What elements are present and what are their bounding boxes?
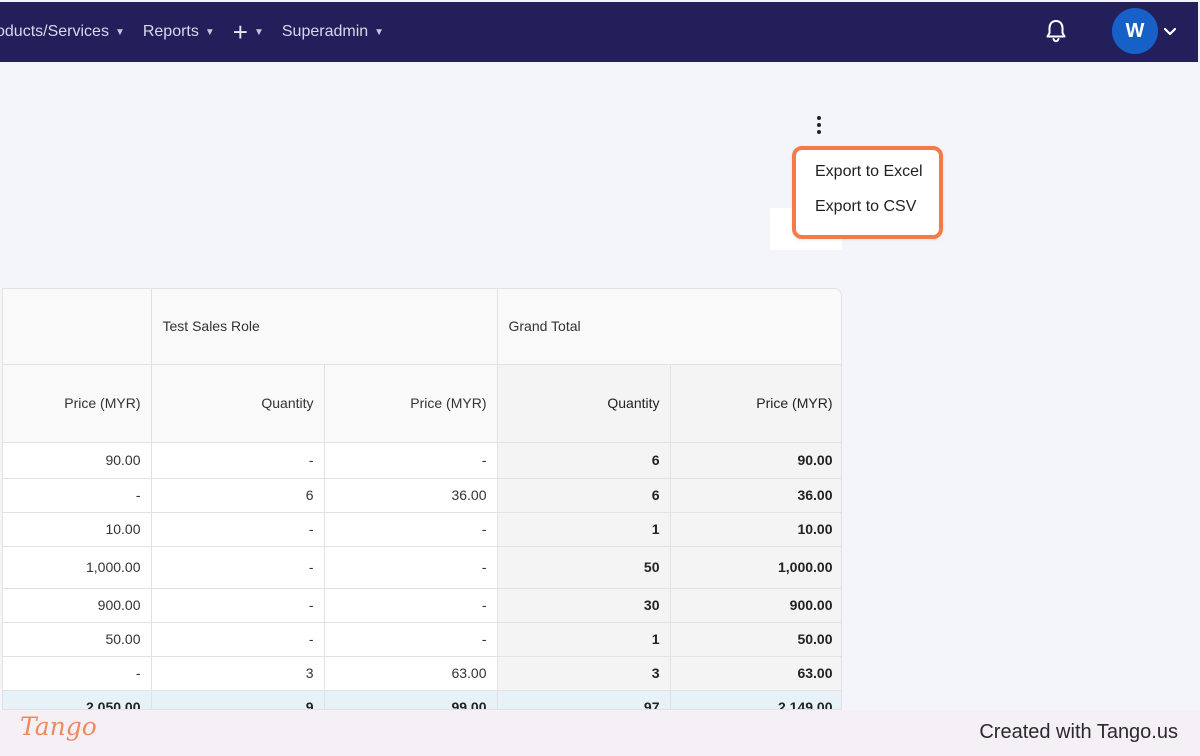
table-cell: - bbox=[324, 622, 498, 657]
table-cell: 900.00 bbox=[670, 588, 841, 623]
export-to-csv-item[interactable]: Export to CSV bbox=[815, 198, 917, 215]
table-cell: 90.00 bbox=[670, 442, 841, 479]
nav-superadmin-label: Superadmin bbox=[281, 23, 369, 40]
total-cell: 99.00 bbox=[324, 690, 498, 709]
table-row: - 6 36.00 6 36.00 bbox=[3, 478, 841, 513]
table-row: 900.00 - - 30 900.00 bbox=[3, 588, 841, 623]
table-cell: 10.00 bbox=[3, 512, 152, 547]
total-cell: 97 bbox=[497, 690, 671, 709]
total-cell: 9 bbox=[151, 690, 325, 709]
table-cell: 900.00 bbox=[3, 588, 152, 623]
col-header-price: Price (MYR) bbox=[324, 364, 498, 443]
group-header-left bbox=[3, 289, 152, 365]
table-cell: 1,000.00 bbox=[3, 546, 152, 589]
nav-reports[interactable]: Reports ▼ bbox=[143, 23, 215, 41]
avatar-initial: W bbox=[1125, 19, 1145, 42]
table-cell: 6 bbox=[497, 442, 671, 479]
nav-products-services-label: oducts/Services bbox=[0, 23, 109, 40]
report-table: Test Sales Role Grand Total Price (MYR) … bbox=[2, 288, 842, 710]
table-row: 10.00 - - 1 10.00 bbox=[3, 512, 841, 547]
tango-logo: Tango bbox=[20, 712, 97, 741]
top-navbar: oducts/Services ▼ Reports ▼ + ▼ Superadm… bbox=[0, 2, 1198, 62]
table-cell: 6 bbox=[497, 478, 671, 513]
caret-down-icon: ▼ bbox=[253, 26, 264, 38]
table-cell: - bbox=[3, 478, 152, 513]
total-cell: 2,050.00 bbox=[3, 690, 152, 709]
user-avatar[interactable]: W bbox=[1112, 8, 1158, 54]
table-cell: - bbox=[151, 622, 325, 657]
table-cell: - bbox=[151, 512, 325, 547]
caret-down-icon: ▼ bbox=[114, 26, 125, 38]
table-cell: 63.00 bbox=[324, 656, 498, 691]
nav-add-new[interactable]: + ▼ bbox=[233, 19, 264, 45]
more-options-icon[interactable] bbox=[810, 114, 828, 136]
table-cell: 90.00 bbox=[3, 442, 152, 479]
table-cell: 50 bbox=[497, 546, 671, 589]
table-cell: 30 bbox=[497, 588, 671, 623]
table-cell: 36.00 bbox=[670, 478, 841, 513]
caret-down-icon: ▼ bbox=[204, 26, 215, 38]
chevron-down-icon[interactable] bbox=[1162, 24, 1178, 38]
created-with-credit: Created with Tango.us bbox=[979, 721, 1178, 743]
group-header-test-sales-role: Test Sales Role bbox=[151, 289, 498, 365]
table-cell: - bbox=[151, 546, 325, 589]
table-cell: - bbox=[324, 588, 498, 623]
col-header-quantity: Quantity bbox=[497, 364, 671, 443]
total-row: 2,050.00 9 99.00 97 2,149.00 bbox=[3, 690, 841, 709]
table-cell: - bbox=[324, 512, 498, 547]
table-cell: 1,000.00 bbox=[670, 546, 841, 589]
table-cell: 36.00 bbox=[324, 478, 498, 513]
table-cell: 3 bbox=[497, 656, 671, 691]
table-cell: 63.00 bbox=[670, 656, 841, 691]
col-header-quantity: Quantity bbox=[151, 364, 325, 443]
table-cell: - bbox=[151, 588, 325, 623]
table-cell: 10.00 bbox=[670, 512, 841, 547]
table-cell: 6 bbox=[151, 478, 325, 513]
table-row: 50.00 - - 1 50.00 bbox=[3, 622, 841, 657]
table-row: 1,000.00 - - 50 1,000.00 bbox=[3, 546, 841, 589]
plus-icon: + bbox=[232, 17, 248, 47]
table-cell: 1 bbox=[497, 622, 671, 657]
col-header-price: Price (MYR) bbox=[670, 364, 841, 443]
nav-reports-label: Reports bbox=[142, 23, 199, 40]
export-to-excel-item[interactable]: Export to Excel bbox=[815, 163, 923, 180]
table-cell: 1 bbox=[497, 512, 671, 547]
tango-footer bbox=[0, 710, 1200, 756]
caret-down-icon: ▼ bbox=[374, 26, 385, 38]
table-cell: 50.00 bbox=[3, 622, 152, 657]
table-row: 90.00 - - 6 90.00 bbox=[3, 442, 841, 479]
table-cell: 50.00 bbox=[670, 622, 841, 657]
export-menu: Export to Excel Export to CSV bbox=[792, 146, 943, 239]
col-header-price: Price (MYR) bbox=[3, 364, 152, 443]
nav-products-services[interactable]: oducts/Services ▼ bbox=[0, 23, 125, 41]
table-cell: - bbox=[3, 656, 152, 691]
group-header-grand-total: Grand Total bbox=[497, 289, 841, 365]
table-cell: - bbox=[324, 546, 498, 589]
total-cell: 2,149.00 bbox=[670, 690, 841, 709]
table-row: - 3 63.00 3 63.00 bbox=[3, 656, 841, 691]
nav-menu: oducts/Services ▼ Reports ▼ + ▼ Superadm… bbox=[0, 2, 402, 62]
table-cell: 3 bbox=[151, 656, 325, 691]
notification-bell-icon[interactable] bbox=[1044, 18, 1068, 44]
pivot-table: Test Sales Role Grand Total Price (MYR) … bbox=[3, 289, 841, 709]
table-cell: - bbox=[151, 442, 325, 479]
table-cell: - bbox=[324, 442, 498, 479]
nav-superadmin[interactable]: Superadmin ▼ bbox=[282, 23, 384, 41]
